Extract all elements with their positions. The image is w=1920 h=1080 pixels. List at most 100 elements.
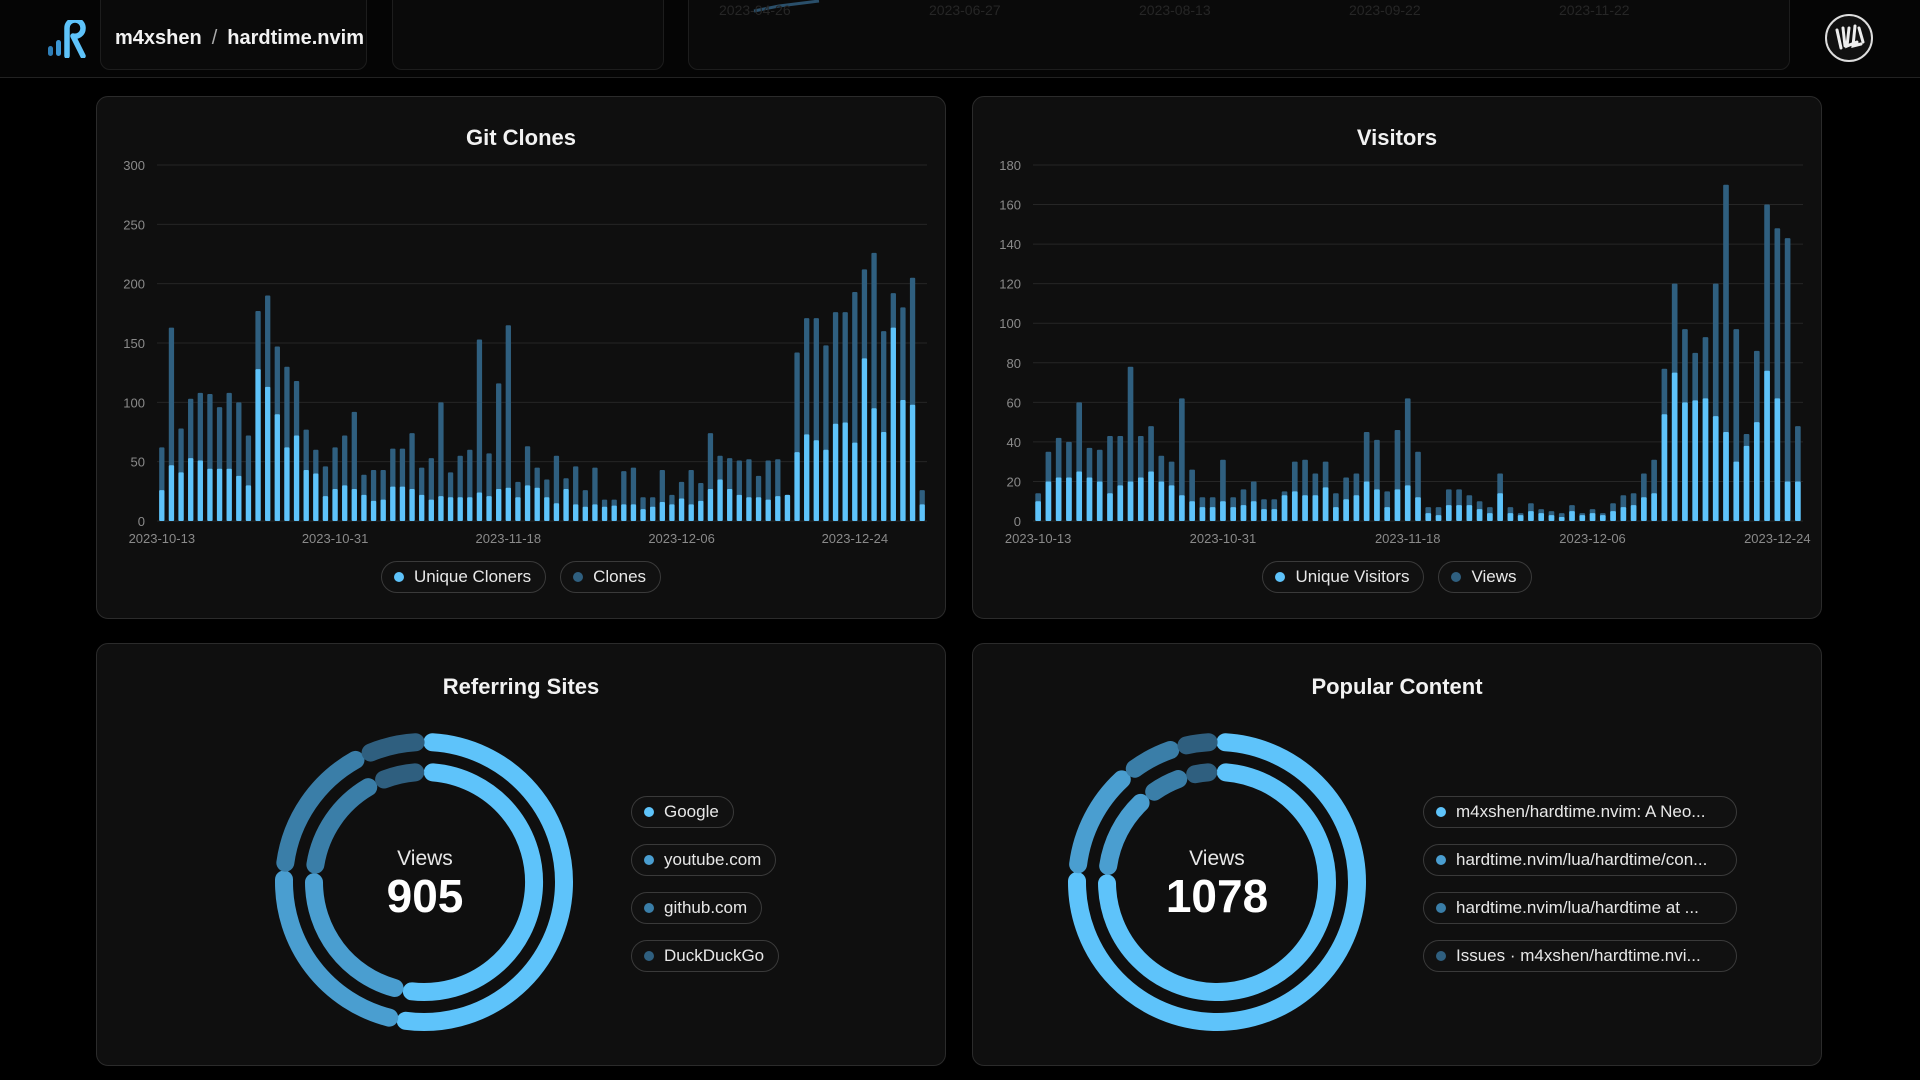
bar-unique[interactable] [332, 488, 338, 521]
bar-unique[interactable] [1035, 501, 1041, 521]
bar-total[interactable] [1179, 398, 1185, 521]
bar-unique[interactable] [1107, 493, 1113, 521]
bar-unique[interactable] [1137, 477, 1144, 521]
bar-unique[interactable] [159, 490, 165, 521]
bar-unique[interactable] [245, 485, 252, 521]
bar-unique[interactable] [168, 465, 175, 521]
legend-item[interactable]: github.com [631, 892, 763, 924]
bar-unique[interactable] [255, 369, 261, 521]
bar-unique[interactable] [1199, 507, 1206, 521]
bar-unique[interactable] [274, 414, 280, 521]
bar-unique[interactable] [1528, 511, 1534, 521]
user-avatar[interactable] [1825, 14, 1873, 62]
bar-unique[interactable] [1363, 481, 1370, 521]
bar-unique[interactable] [197, 460, 203, 521]
bar-unique[interactable] [1415, 497, 1421, 521]
bar-unique[interactable] [1168, 485, 1175, 521]
bar-unique[interactable] [1343, 499, 1349, 521]
bar-unique[interactable] [1271, 509, 1278, 521]
bar-unique[interactable] [419, 494, 425, 521]
bar-unique[interactable] [919, 504, 925, 521]
ring-segment[interactable] [402, 763, 544, 1001]
bar-unique[interactable] [1179, 495, 1185, 521]
bar-unique[interactable] [669, 504, 675, 521]
bar-unique[interactable] [370, 500, 377, 521]
bar-unique[interactable] [563, 488, 569, 521]
bar-unique[interactable] [909, 404, 916, 521]
bar-unique[interactable] [1250, 501, 1257, 521]
bar-unique[interactable] [1795, 481, 1801, 521]
bar-unique[interactable] [1322, 487, 1329, 521]
ring-segment[interactable] [396, 733, 573, 1031]
bar-unique[interactable] [659, 502, 665, 521]
bar-unique[interactable] [342, 485, 348, 521]
ring-segment[interactable] [1067, 733, 1366, 1031]
bar-unique[interactable] [1733, 461, 1740, 521]
bar-unique[interactable] [727, 488, 733, 521]
bar-unique[interactable] [871, 408, 877, 521]
bar-unique[interactable] [1353, 495, 1360, 521]
bar-unique[interactable] [1096, 481, 1103, 521]
bar-unique[interactable] [1066, 477, 1072, 521]
bar-unique[interactable] [1425, 513, 1432, 521]
legend-item[interactable]: Google [631, 796, 734, 828]
bar-unique[interactable] [823, 449, 829, 521]
bar-unique[interactable] [1661, 414, 1668, 521]
bar-unique[interactable] [380, 499, 386, 521]
bar-unique[interactable] [476, 492, 483, 521]
legend-views[interactable]: Views [1438, 561, 1532, 593]
bar-unique[interactable] [1076, 471, 1083, 521]
bar-unique[interactable] [265, 386, 271, 521]
bar-unique[interactable] [496, 488, 502, 521]
bar-unique[interactable] [1712, 416, 1719, 521]
bar-unique[interactable] [1589, 513, 1596, 521]
bar-unique[interactable] [794, 452, 800, 521]
bar-unique[interactable] [293, 435, 300, 521]
bar-unique[interactable] [861, 358, 868, 521]
bar-unique[interactable] [698, 500, 704, 521]
legend-item[interactable]: Issues · m4xshen/hardtime.nvi... [1423, 940, 1737, 972]
bar-unique[interactable] [1764, 370, 1770, 521]
bar-unique[interactable] [630, 504, 637, 521]
bar-unique[interactable] [207, 468, 213, 521]
bar-unique[interactable] [1127, 481, 1134, 521]
bar-unique[interactable] [428, 499, 434, 521]
bar-unique[interactable] [457, 497, 463, 521]
bar-unique[interactable] [1599, 515, 1606, 521]
bar-unique[interactable] [755, 497, 762, 521]
bar-unique[interactable] [582, 506, 588, 521]
bar-unique[interactable] [601, 506, 608, 521]
ring-segment[interactable] [1125, 741, 1180, 778]
bar-unique[interactable] [1456, 505, 1462, 521]
bar-unique[interactable] [1209, 507, 1216, 521]
bar-unique[interactable] [216, 468, 223, 521]
ring-segment[interactable] [305, 873, 404, 997]
bar-unique[interactable] [842, 422, 848, 521]
bar-unique[interactable] [1466, 505, 1473, 521]
legend-item[interactable]: m4xshen/hardtime.nvim: A Neo... [1423, 796, 1737, 828]
bar-unique[interactable] [486, 496, 492, 521]
bar-unique[interactable] [813, 440, 819, 521]
bar-unique[interactable] [1404, 485, 1411, 521]
bar-unique[interactable] [303, 469, 309, 521]
legend-item[interactable]: hardtime.nvim/lua/hardtime/con... [1423, 844, 1737, 876]
bar-unique[interactable] [515, 497, 521, 521]
bar-unique[interactable] [544, 497, 550, 521]
bar-unique[interactable] [1384, 507, 1391, 521]
bar-unique[interactable] [784, 494, 791, 521]
bar-unique[interactable] [1333, 507, 1339, 521]
bar-unique[interactable] [900, 399, 906, 521]
bar-unique[interactable] [1641, 497, 1647, 521]
bar-unique[interactable] [1055, 477, 1062, 521]
bar-total[interactable] [496, 383, 502, 521]
bar-unique[interactable] [650, 506, 656, 521]
bar-unique[interactable] [284, 447, 290, 521]
ring-segment[interactable] [275, 870, 399, 1027]
bar-unique[interactable] [1610, 511, 1616, 521]
bar-unique[interactable] [1230, 507, 1237, 521]
bar-unique[interactable] [447, 497, 454, 521]
bar-unique[interactable] [524, 485, 531, 521]
bar-unique[interactable] [1507, 513, 1514, 521]
bar-total[interactable] [505, 325, 511, 521]
bar-unique[interactable] [188, 458, 194, 521]
